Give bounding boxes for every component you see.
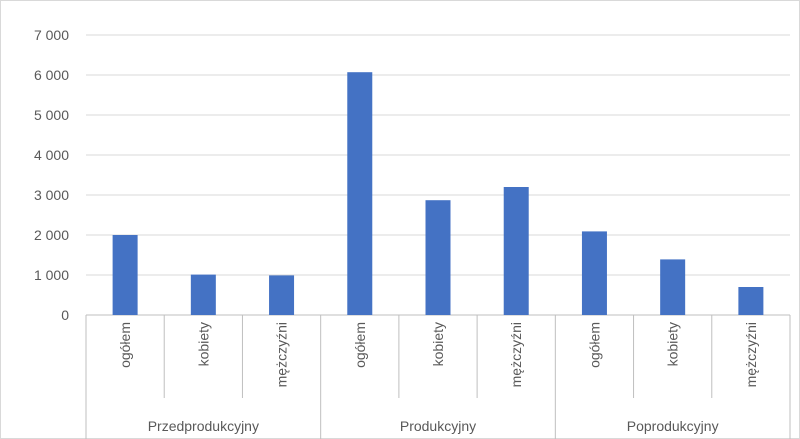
bar	[269, 275, 295, 315]
x-tick-label: mężczyźni	[508, 322, 524, 387]
x-tick-label: ogółem	[117, 322, 133, 368]
x-tick-label: kobiety	[195, 322, 211, 366]
x-tick-label: mężczyźni	[274, 322, 290, 387]
group-label: Poprodukcyjny	[627, 418, 719, 434]
bar	[660, 259, 686, 315]
x-tick-label: ogółem	[586, 322, 602, 368]
x-tick-label: kobiety	[665, 322, 681, 366]
y-tick-label: 3 000	[34, 187, 69, 203]
bar	[347, 72, 373, 315]
group-label: Produkcyjny	[400, 418, 476, 434]
bar	[190, 274, 216, 315]
y-tick-label: 6 000	[34, 67, 69, 83]
x-tick-label: mężczyźni	[743, 322, 759, 387]
y-tick-label: 5 000	[34, 107, 69, 123]
bar	[425, 200, 451, 315]
bar	[112, 235, 138, 315]
group-label: Przedprodukcyjny	[148, 418, 259, 434]
y-tick-label: 2 000	[34, 227, 69, 243]
y-tick-label: 7 000	[34, 27, 69, 43]
bar	[581, 231, 607, 315]
y-tick-label: 1 000	[34, 267, 69, 283]
bar	[738, 287, 764, 315]
y-tick-label: 4 000	[34, 147, 69, 163]
y-tick-label: 0	[61, 307, 69, 323]
x-tick-label: ogółem	[352, 322, 368, 368]
bar	[503, 187, 529, 315]
x-tick-label: kobiety	[430, 322, 446, 366]
